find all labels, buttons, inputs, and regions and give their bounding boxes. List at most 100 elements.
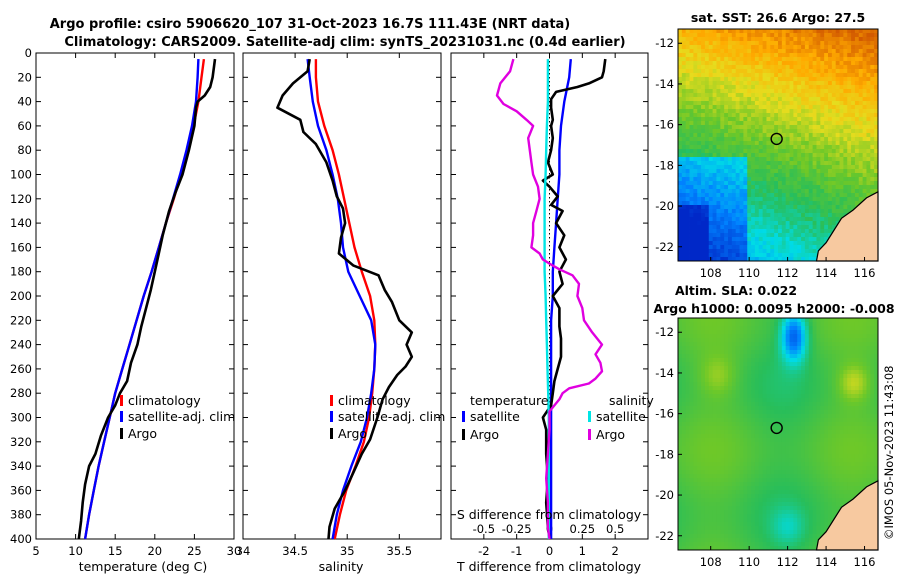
map-cell [766,145,771,150]
map-cell [724,237,729,242]
map-cell [812,93,817,98]
map-cell [678,257,683,262]
xtick-label: 0 [546,544,553,558]
map-cell [816,49,821,54]
map-cell [816,185,821,190]
map-cell [824,153,829,158]
map-cell [812,446,817,451]
map-cell [685,334,690,339]
map-cell [728,177,733,182]
map-cell [701,249,706,254]
map-cell [735,89,740,94]
map-cell [712,125,717,130]
map-cell [812,61,817,66]
map-cell [704,93,710,98]
map-cell [697,326,702,331]
map-cell [728,374,733,379]
map-cell [762,382,767,387]
map-cell [693,378,698,383]
map-cell [681,450,687,455]
map-cell [728,113,733,118]
map-cell [862,418,867,423]
figure-title-line2: Climatology: CARS2009. Satellite-adj cli… [64,35,625,50]
map-cell [820,153,825,158]
map-cell [816,97,821,102]
map-cell [685,398,690,403]
map-cell [835,49,840,54]
map-cell [770,41,775,46]
map-cell [689,65,694,70]
map-cell [697,217,702,222]
map-cell [835,213,840,218]
map-cell [858,141,864,146]
map-cell [808,430,814,435]
map-cell [758,85,764,90]
map-cell [839,93,844,98]
map-cell [785,193,790,198]
map-cell [751,346,756,351]
map-cell [724,81,729,86]
map-cell [816,29,821,34]
map-cell [681,334,687,339]
map-cell [743,257,748,262]
map-cell [778,169,783,174]
map-cell [739,177,744,182]
map-cell [793,217,798,222]
map-cell [685,137,690,142]
map-cell [793,57,798,62]
map-cell [743,410,748,415]
map-cell [828,386,833,391]
map-cell [743,213,748,218]
map-cell [708,402,714,407]
map-cell [854,153,860,158]
map-cell [828,41,833,46]
map-cell [866,406,871,411]
map-cell [774,109,779,114]
map-cell [785,209,790,214]
map-cell [858,430,864,435]
ytick-label: 120 [10,192,32,206]
map-cell [847,205,852,210]
map-cell [704,129,710,134]
map-cell [866,109,871,114]
map-cell [789,161,794,166]
map-cell [689,338,694,343]
map-cell [843,334,848,339]
map-cell [862,101,867,106]
map-cell [697,149,702,154]
map-cell [697,221,702,226]
map-cell [824,342,829,347]
map-cell [778,61,783,66]
map-cell [708,342,714,347]
map-cell [758,29,764,34]
map-cell [839,318,844,323]
map-cell [785,362,790,367]
map-cell [801,217,806,222]
map-cell [731,245,737,250]
map-cell [720,177,725,182]
map-cell [685,354,690,359]
map-cell [851,173,856,178]
map-cell [681,117,687,122]
map-cell [739,446,744,451]
map-cell [751,442,756,447]
map-cell [820,93,825,98]
map-cell [847,41,852,46]
map-cell [724,225,729,230]
map-cell [785,374,790,379]
map-cell [728,237,733,242]
map-cell [728,85,733,90]
map-cell [724,121,729,126]
map-cell [839,37,844,42]
map-cell [835,77,840,82]
map-cell [747,189,752,194]
map-cell [804,418,810,423]
map-cell [801,334,806,339]
map-cell [797,193,802,198]
map-cell [789,153,794,158]
map-cell [854,334,860,339]
map-cell [789,121,794,126]
map-cell [678,109,683,114]
map-cell [870,29,875,34]
map-cell [770,201,775,206]
